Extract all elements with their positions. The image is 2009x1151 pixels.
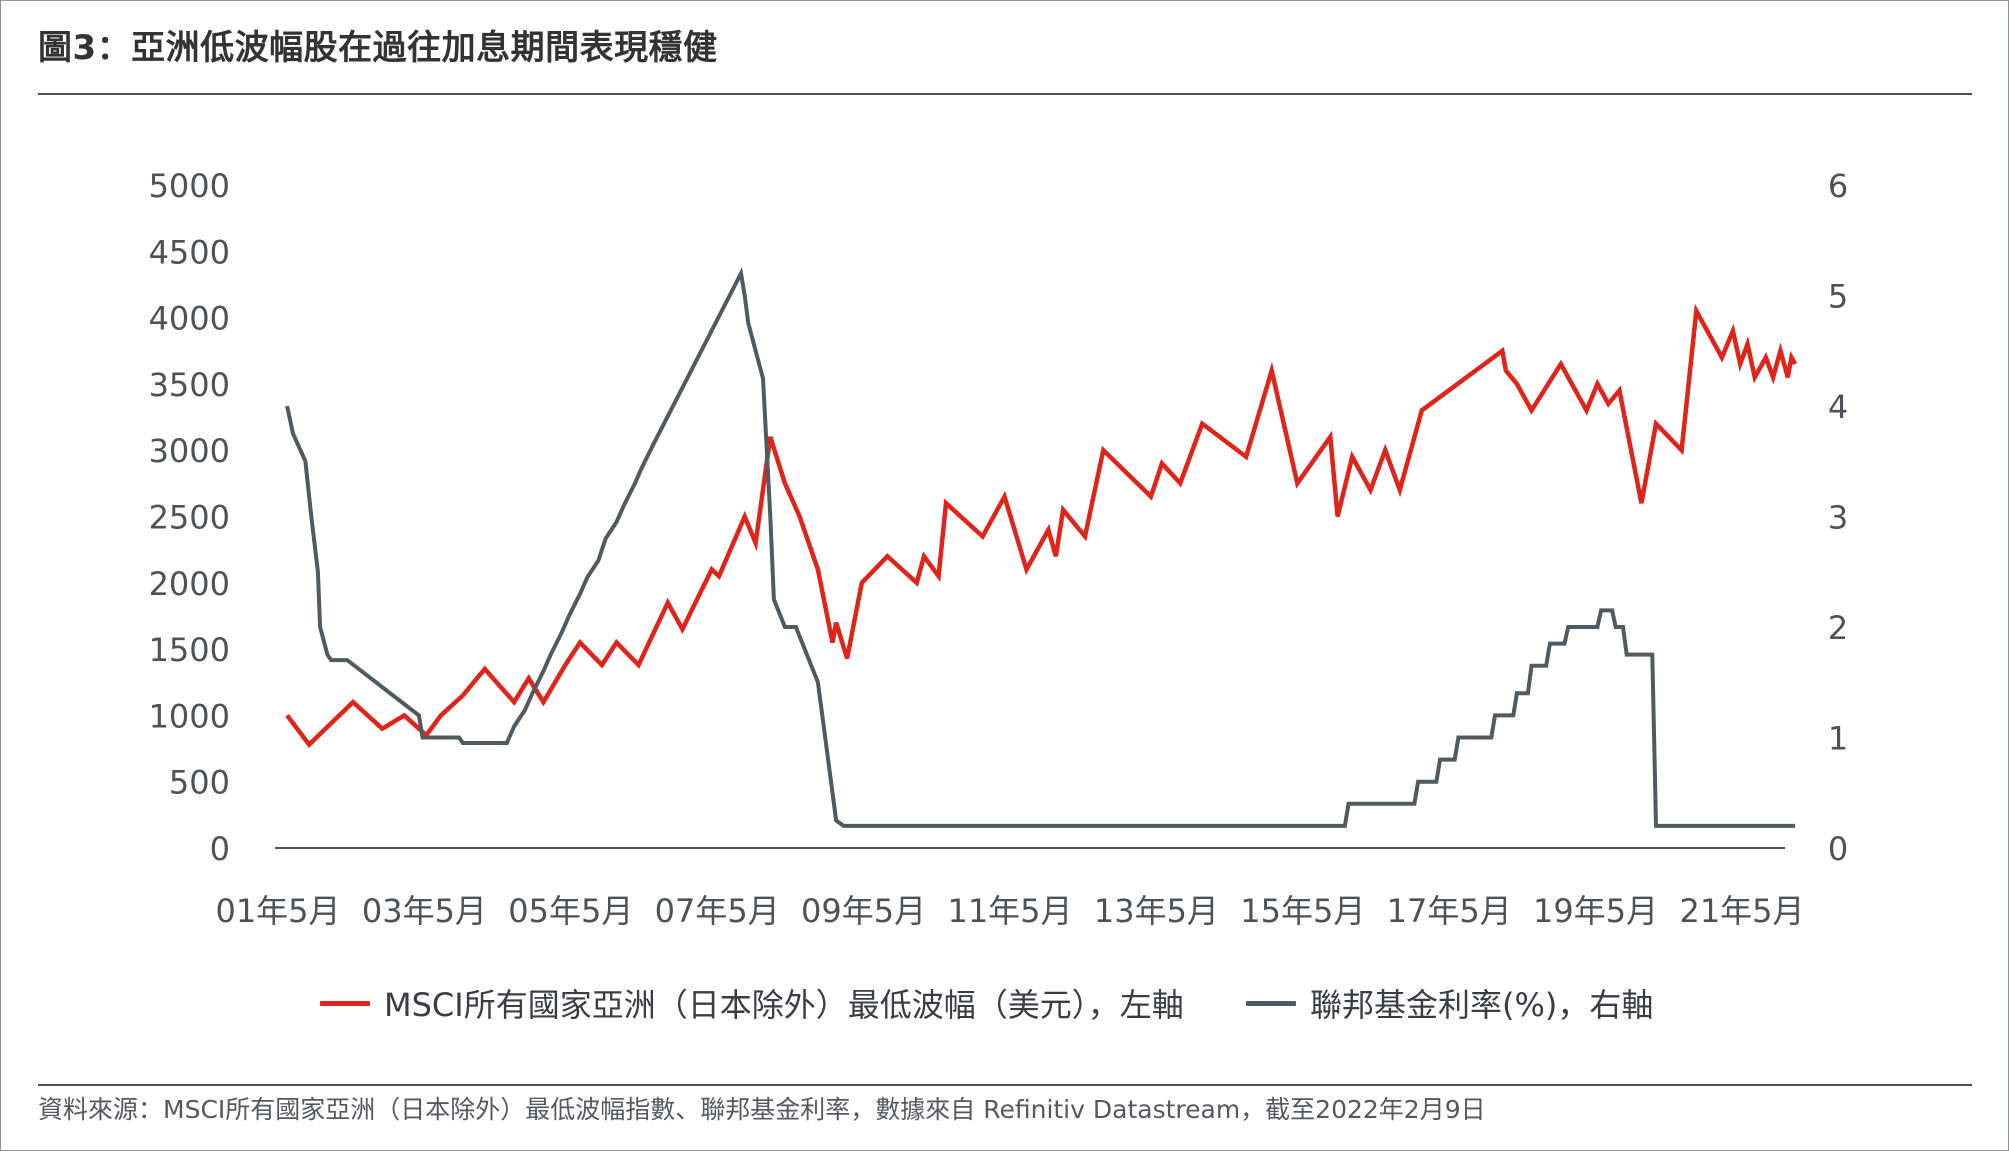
x-tick-label: 05年5月: [508, 892, 633, 930]
x-tick-label: 19年5月: [1533, 892, 1658, 930]
x-tick-label: 11年5月: [947, 892, 1072, 930]
y-left-tick-label: 2500: [149, 499, 230, 537]
legend-item-msci: MSCI所有國家亞洲（日本除外）最低波幅（美元），左軸: [320, 980, 1184, 1026]
x-tick-label: 17年5月: [1387, 892, 1512, 930]
y-left-tick-label: 5000: [149, 167, 230, 205]
x-tick-label: 21年5月: [1679, 892, 1804, 930]
x-tick-label: 01年5月: [215, 892, 340, 930]
x-tick-label: 03年5月: [362, 892, 487, 930]
y-left-tick-label: 4500: [149, 233, 230, 271]
y-left-tick-label: 4000: [149, 300, 230, 338]
legend-item-fed: 聯邦基金利率(%)，右軸: [1246, 980, 1653, 1026]
x-tick-label: 13年5月: [1094, 892, 1219, 930]
y-left-tick-label: 3500: [149, 366, 230, 404]
y-right-tick-label: 4: [1828, 388, 1848, 426]
source-note: 資料來源：MSCI所有國家亞洲（日本除外）最低波幅指數、聯邦基金利率，數據來自 …: [38, 1095, 1486, 1124]
legend-label-fed: 聯邦基金利率(%)，右軸: [1310, 986, 1654, 1024]
y-left-tick-label: 1500: [149, 631, 230, 669]
legend-swatch-fed: [1246, 1000, 1296, 1006]
x-tick-label: 07年5月: [655, 892, 780, 930]
y-right-tick-label: 3: [1828, 499, 1848, 537]
y-left-tick-label: 0: [210, 830, 230, 868]
title-divider: [38, 93, 1972, 95]
y-right-tick-label: 0: [1828, 830, 1848, 868]
legend-label-msci: MSCI所有國家亞洲（日本除外）最低波幅（美元），左軸: [384, 986, 1184, 1024]
x-tick-label: 09年5月: [801, 892, 926, 930]
y-right-tick-label: 5: [1828, 278, 1848, 316]
y-right-tick-label: 2: [1828, 609, 1848, 647]
y-left-tick-label: 500: [169, 764, 230, 802]
legend-swatch-msci: [320, 1000, 370, 1006]
x-tick-label: 15年5月: [1240, 892, 1365, 930]
y-left-tick-label: 3000: [149, 432, 230, 470]
y-left-tick-label: 2000: [149, 565, 230, 603]
chart-title: 圖3：亞洲低波幅股在過往加息期間表現穩健: [38, 28, 718, 68]
y-left-tick-label: 1000: [149, 697, 230, 735]
y-right-tick-label: 6: [1828, 167, 1848, 205]
y-right-tick-label: 1: [1828, 720, 1848, 758]
series-line-msci: [285, 303, 1798, 748]
footer-divider: [38, 1084, 1972, 1086]
series-line-fed: [285, 267, 1796, 828]
